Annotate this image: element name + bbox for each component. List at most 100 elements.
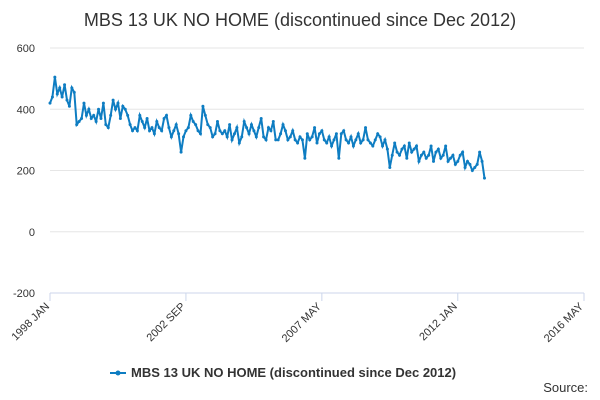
- point: [281, 123, 285, 127]
- point: [118, 116, 122, 120]
- point: [97, 107, 101, 111]
- point: [237, 141, 241, 145]
- point: [220, 132, 224, 136]
- point: [232, 132, 236, 136]
- point: [218, 129, 222, 133]
- point: [157, 126, 161, 130]
- point: [291, 129, 295, 133]
- point: [186, 126, 190, 130]
- point: [303, 156, 307, 160]
- point: [84, 113, 88, 117]
- point: [269, 129, 273, 133]
- point: [436, 147, 440, 151]
- point: [344, 138, 348, 142]
- point: [128, 123, 132, 127]
- point: [160, 129, 164, 133]
- point: [230, 138, 234, 142]
- y-tick-label: 600: [17, 43, 35, 55]
- point: [208, 126, 212, 130]
- point: [475, 162, 479, 166]
- point: [111, 98, 115, 102]
- point: [405, 156, 409, 160]
- point: [177, 132, 181, 136]
- point: [182, 135, 185, 139]
- point: [264, 138, 268, 142]
- chart-title: MBS 13 UK NO HOME (discontinued since De…: [84, 10, 516, 30]
- point: [390, 153, 394, 157]
- point: [415, 144, 419, 148]
- y-tick-label: 0: [29, 227, 35, 239]
- point: [274, 138, 278, 142]
- point: [337, 156, 341, 160]
- point: [203, 113, 207, 117]
- point: [439, 156, 443, 160]
- point: [327, 135, 331, 139]
- point: [165, 113, 169, 117]
- source: Source:: [543, 380, 588, 395]
- point: [478, 150, 482, 154]
- legend-label: MBS 13 UK NO HOME (discontinued since De…: [131, 365, 456, 380]
- point: [63, 83, 67, 87]
- y-tick-label: -200: [13, 288, 35, 300]
- point: [138, 113, 142, 117]
- point: [131, 129, 135, 133]
- point: [482, 176, 486, 180]
- point: [465, 159, 469, 163]
- point: [121, 104, 125, 108]
- point: [172, 129, 176, 133]
- point: [456, 159, 460, 163]
- point: [67, 104, 71, 108]
- x-tick-label: 2002 SEP: [145, 301, 189, 345]
- point: [400, 147, 404, 151]
- point: [50, 95, 54, 99]
- point: [398, 153, 402, 157]
- point: [468, 162, 472, 166]
- point: [446, 159, 450, 163]
- point: [359, 141, 363, 145]
- x-tick-label: 2012 JAN: [417, 301, 460, 344]
- point: [480, 159, 484, 163]
- point: [87, 107, 91, 111]
- point: [211, 135, 215, 139]
- point: [257, 126, 261, 130]
- point: [94, 120, 98, 123]
- point: [427, 153, 431, 157]
- point: [283, 129, 287, 133]
- point: [381, 144, 385, 148]
- point: [378, 135, 382, 139]
- point: [242, 120, 246, 123]
- point: [240, 135, 244, 139]
- point: [116, 101, 120, 105]
- point: [114, 107, 118, 111]
- point: [356, 132, 360, 136]
- point: [126, 113, 130, 117]
- point: [458, 153, 462, 157]
- point: [82, 101, 86, 105]
- point: [99, 116, 103, 120]
- point: [109, 113, 113, 117]
- point: [169, 135, 173, 139]
- point: [133, 126, 137, 130]
- x-tick-label: 1998 JAN: [9, 301, 52, 344]
- y-tick-label: 200: [17, 166, 35, 178]
- point: [383, 138, 387, 142]
- point: [308, 138, 312, 142]
- point: [167, 126, 171, 130]
- point: [152, 132, 156, 136]
- point: [276, 138, 280, 142]
- point: [65, 98, 69, 102]
- point: [310, 135, 314, 139]
- point: [325, 141, 329, 145]
- point: [106, 126, 110, 130]
- point: [368, 141, 372, 145]
- point: [288, 135, 292, 139]
- point: [140, 120, 144, 123]
- point: [339, 132, 343, 136]
- point: [150, 126, 154, 130]
- point: [320, 129, 324, 133]
- point: [300, 138, 304, 142]
- point: [201, 104, 205, 108]
- point: [286, 138, 290, 142]
- point: [305, 132, 309, 136]
